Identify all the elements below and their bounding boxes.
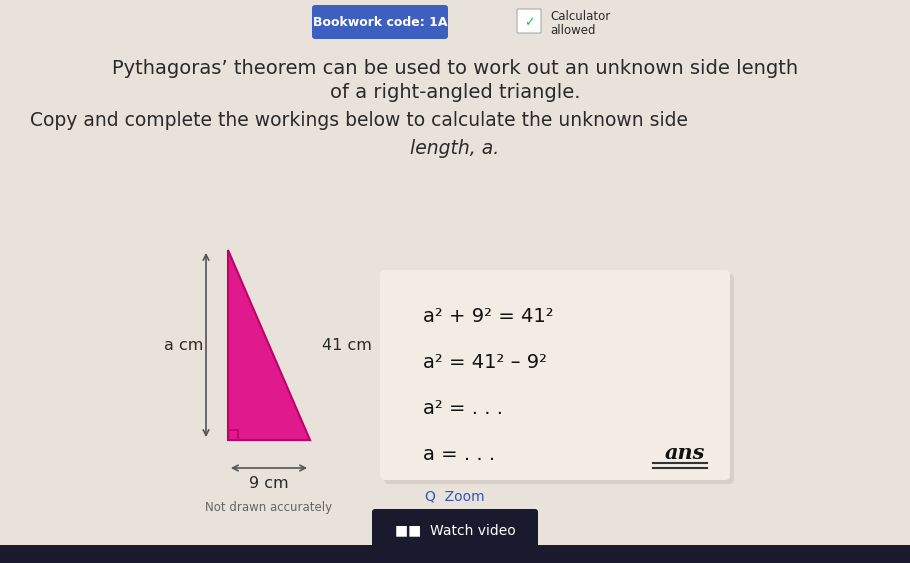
Text: ans: ans (664, 443, 705, 463)
Text: a² + 9² = 41²: a² + 9² = 41² (423, 307, 553, 327)
Bar (228, 430, 238, 440)
Text: length, a.: length, a. (410, 138, 500, 158)
Text: ✓: ✓ (524, 16, 534, 29)
FancyBboxPatch shape (517, 9, 541, 33)
Text: a² = 41² – 9²: a² = 41² – 9² (423, 354, 547, 373)
Text: Calculator: Calculator (550, 11, 611, 24)
FancyBboxPatch shape (372, 509, 538, 551)
FancyBboxPatch shape (380, 270, 730, 480)
Text: a cm: a cm (165, 337, 204, 352)
Text: Q  Zoom: Q Zoom (425, 489, 485, 503)
Text: 41 cm: 41 cm (322, 337, 372, 352)
Text: ■■  Watch video: ■■ Watch video (395, 523, 515, 537)
Text: Copy and complete the workings below to calculate the unknown side: Copy and complete the workings below to … (30, 110, 688, 129)
Text: of a right-angled triangle.: of a right-angled triangle. (329, 83, 581, 101)
Text: 9 cm: 9 cm (249, 476, 288, 491)
Text: Pythagoras’ theorem can be used to work out an unknown side length: Pythagoras’ theorem can be used to work … (112, 59, 798, 78)
Text: Bookwork code: 1A: Bookwork code: 1A (313, 16, 447, 29)
Text: Not drawn accurately: Not drawn accurately (206, 502, 332, 515)
Text: allowed: allowed (550, 25, 595, 38)
Bar (0, 545, 910, 563)
FancyBboxPatch shape (384, 274, 734, 484)
Polygon shape (228, 250, 310, 440)
Text: a = . . .: a = . . . (423, 445, 495, 464)
FancyBboxPatch shape (312, 5, 448, 39)
Text: a² = . . .: a² = . . . (423, 400, 503, 418)
